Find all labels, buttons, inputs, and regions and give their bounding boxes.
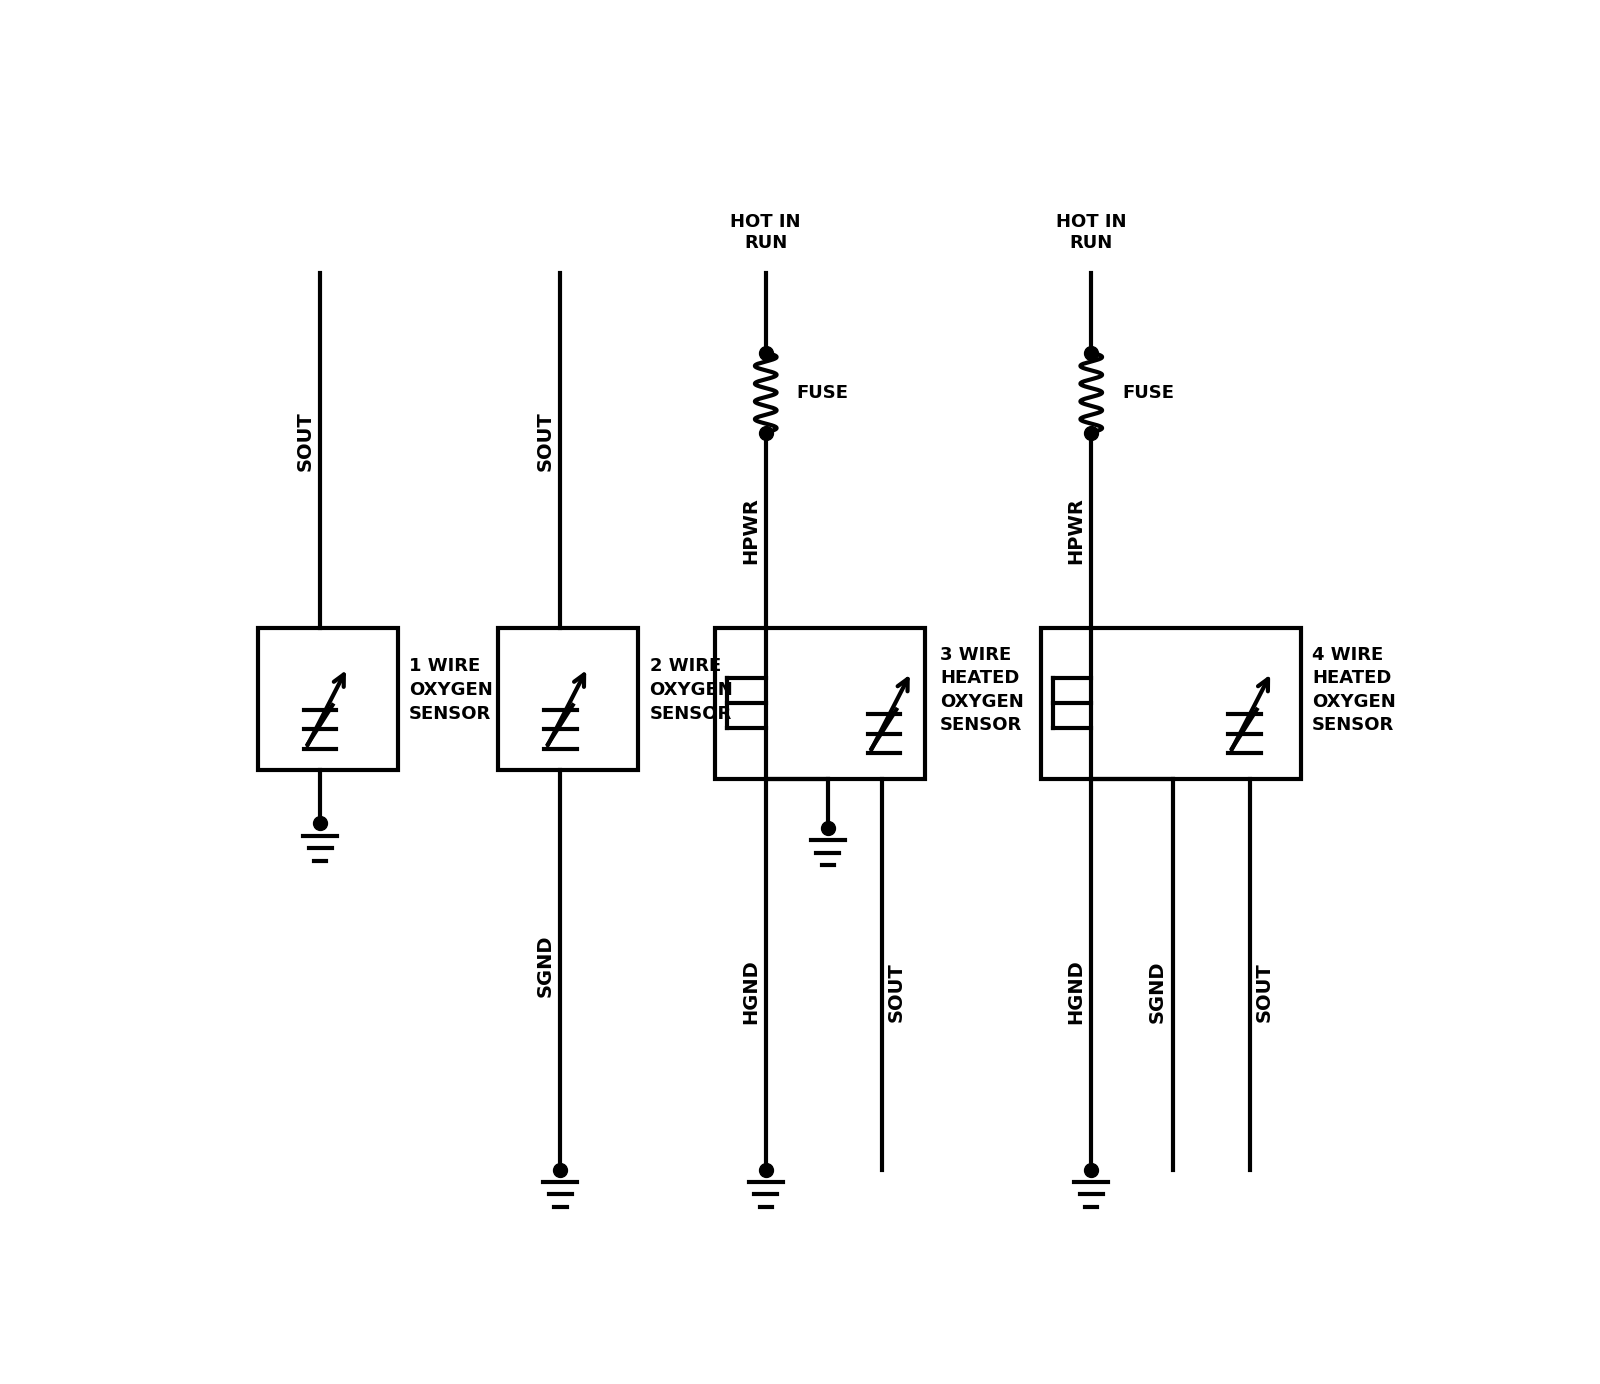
Text: HPWR: HPWR xyxy=(1066,497,1085,563)
Text: SOUT: SOUT xyxy=(1254,962,1274,1021)
Text: HGND: HGND xyxy=(1066,959,1085,1024)
Text: HGND: HGND xyxy=(741,959,760,1024)
Text: HPWR: HPWR xyxy=(741,497,760,563)
Text: SGND: SGND xyxy=(536,934,554,996)
Text: SGND: SGND xyxy=(1147,960,1166,1023)
Bar xyxy=(498,628,638,770)
Text: HOT IN
RUN: HOT IN RUN xyxy=(731,213,802,252)
Text: SOUT: SOUT xyxy=(536,411,554,472)
Text: FUSE: FUSE xyxy=(1122,383,1174,401)
Bar xyxy=(1042,628,1301,779)
Text: SOUT: SOUT xyxy=(294,411,314,472)
Text: 1 WIRE
OXYGEN
SENSOR: 1 WIRE OXYGEN SENSOR xyxy=(410,657,493,722)
Bar xyxy=(715,628,925,779)
Text: HOT IN
RUN: HOT IN RUN xyxy=(1056,213,1126,252)
Text: 3 WIRE
HEATED
OXYGEN
SENSOR: 3 WIRE HEATED OXYGEN SENSOR xyxy=(941,646,1024,735)
Text: 2 WIRE
OXYGEN
SENSOR: 2 WIRE OXYGEN SENSOR xyxy=(650,657,733,722)
Text: 4 WIRE
HEATED
OXYGEN
SENSOR: 4 WIRE HEATED OXYGEN SENSOR xyxy=(1312,646,1395,735)
Bar xyxy=(258,628,398,770)
Text: FUSE: FUSE xyxy=(797,383,848,401)
Text: SOUT: SOUT xyxy=(886,962,906,1021)
